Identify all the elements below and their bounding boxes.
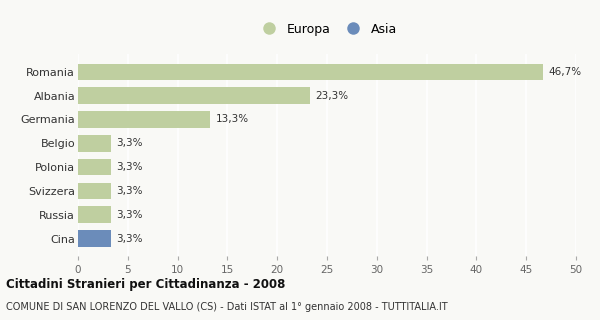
Bar bbox=[78, 135, 111, 152]
Text: 3,3%: 3,3% bbox=[116, 162, 142, 172]
Bar bbox=[78, 159, 111, 175]
Text: 23,3%: 23,3% bbox=[315, 91, 348, 101]
Text: 3,3%: 3,3% bbox=[116, 234, 142, 244]
Text: 13,3%: 13,3% bbox=[215, 115, 248, 124]
Text: 3,3%: 3,3% bbox=[116, 210, 142, 220]
Legend: Europa, Asia: Europa, Asia bbox=[254, 20, 400, 38]
Text: 3,3%: 3,3% bbox=[116, 138, 142, 148]
Text: 3,3%: 3,3% bbox=[116, 186, 142, 196]
Bar bbox=[78, 230, 111, 247]
Bar bbox=[78, 64, 543, 80]
Bar bbox=[78, 111, 211, 128]
Bar bbox=[78, 183, 111, 199]
Bar bbox=[78, 87, 310, 104]
Text: COMUNE DI SAN LORENZO DEL VALLO (CS) - Dati ISTAT al 1° gennaio 2008 - TUTTITALI: COMUNE DI SAN LORENZO DEL VALLO (CS) - D… bbox=[6, 302, 448, 312]
Bar bbox=[78, 206, 111, 223]
Text: 46,7%: 46,7% bbox=[548, 67, 581, 77]
Text: Cittadini Stranieri per Cittadinanza - 2008: Cittadini Stranieri per Cittadinanza - 2… bbox=[6, 278, 286, 291]
